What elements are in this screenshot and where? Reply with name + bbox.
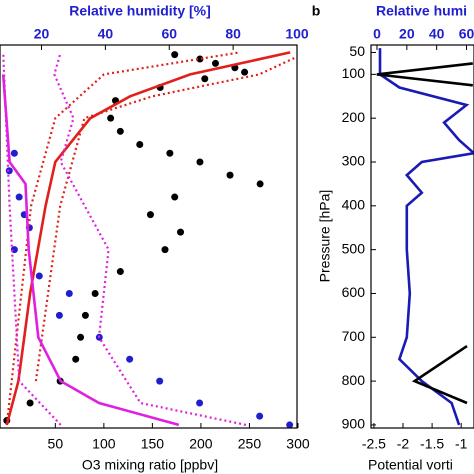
x2-tick-label: 40 bbox=[98, 26, 114, 42]
x-tick-label: 250 bbox=[238, 436, 262, 452]
x-tick-label: -2.5 bbox=[362, 436, 386, 452]
data-point bbox=[26, 399, 34, 407]
data-point bbox=[196, 399, 204, 407]
x2-tick-label: 80 bbox=[225, 26, 241, 42]
data-point bbox=[55, 311, 63, 319]
data-point bbox=[196, 55, 204, 63]
data-point bbox=[91, 289, 99, 297]
data-point bbox=[72, 355, 80, 363]
y-tick-label: 50 bbox=[349, 43, 365, 59]
data-point bbox=[201, 75, 209, 83]
y-tick-label: 200 bbox=[342, 109, 366, 125]
profile-line bbox=[53, 52, 247, 426]
x2-axis-label: Relative humi bbox=[376, 3, 467, 19]
x2-axis-label: Relative humidity [%] bbox=[69, 3, 211, 19]
profile-line bbox=[34, 55, 297, 382]
data-point bbox=[211, 59, 219, 67]
data-point bbox=[81, 311, 89, 319]
y-tick-label: 400 bbox=[342, 197, 366, 213]
data-point bbox=[136, 140, 144, 148]
y-tick-label: 600 bbox=[342, 284, 366, 300]
data-point bbox=[146, 211, 154, 219]
data-point bbox=[226, 171, 234, 179]
y-tick-label: 700 bbox=[342, 328, 366, 344]
x-axis-label: O3 mixing ratio [ppbv] bbox=[82, 457, 218, 473]
profile-line bbox=[1, 74, 180, 427]
data-point bbox=[156, 377, 164, 385]
data-point bbox=[286, 421, 294, 428]
x2-tick-label: 100 bbox=[285, 26, 309, 42]
plot-frame bbox=[0, 44, 298, 429]
plot-area bbox=[376, 48, 474, 426]
data-point bbox=[116, 127, 124, 135]
profile-line bbox=[378, 48, 474, 426]
profile-line bbox=[376, 62, 473, 87]
data-point bbox=[161, 246, 169, 254]
data-point bbox=[126, 355, 134, 363]
y-tick-label: 500 bbox=[342, 240, 366, 256]
x-tick-label: 50 bbox=[48, 436, 64, 452]
profile-line bbox=[2, 52, 62, 426]
profile-line bbox=[5, 51, 291, 426]
x2-tick-label: 20 bbox=[34, 26, 50, 42]
y-tick-label: 900 bbox=[342, 416, 366, 432]
data-point bbox=[107, 114, 115, 122]
x-tick-label: 100 bbox=[92, 436, 116, 452]
x-tick-label: -1.5 bbox=[420, 436, 444, 452]
x-tick-label: 200 bbox=[189, 436, 213, 452]
x-axis-label: Potential vorti bbox=[368, 457, 453, 473]
data-point bbox=[241, 68, 249, 76]
profile-line bbox=[411, 345, 468, 405]
data-point bbox=[177, 228, 185, 236]
data-point bbox=[15, 193, 23, 201]
data-point bbox=[171, 193, 179, 201]
data-point bbox=[35, 272, 43, 280]
x2-tick-label: 0 bbox=[373, 26, 381, 42]
x2-tick-label: 40 bbox=[429, 26, 445, 42]
x-tick-label: 300 bbox=[286, 436, 310, 452]
data-point bbox=[10, 149, 18, 157]
y-tick-label: 800 bbox=[342, 372, 366, 388]
profile-line bbox=[5, 51, 240, 426]
plot-frame bbox=[370, 44, 474, 429]
x2-tick-label: 60 bbox=[459, 26, 474, 42]
data-point bbox=[171, 51, 179, 59]
x-tick-label: 150 bbox=[141, 436, 165, 452]
data-point bbox=[166, 149, 174, 157]
data-point bbox=[116, 268, 124, 276]
data-point bbox=[5, 167, 13, 175]
x2-tick-label: 20 bbox=[399, 26, 415, 42]
y-axis-label: Pressure [hPa] bbox=[317, 190, 333, 283]
data-point bbox=[77, 333, 85, 341]
x-tick-label: -1 bbox=[455, 436, 468, 452]
data-point bbox=[196, 158, 204, 166]
data-point bbox=[256, 412, 264, 420]
plot-area bbox=[1, 51, 297, 428]
x-tick-label: -2 bbox=[397, 436, 410, 452]
y-tick-label: 300 bbox=[342, 153, 366, 169]
data-point bbox=[65, 289, 73, 297]
y-tick-label: 100 bbox=[342, 65, 366, 81]
data-point bbox=[256, 180, 264, 188]
x2-tick-label: 60 bbox=[161, 26, 177, 42]
panel-label: b bbox=[312, 3, 321, 19]
